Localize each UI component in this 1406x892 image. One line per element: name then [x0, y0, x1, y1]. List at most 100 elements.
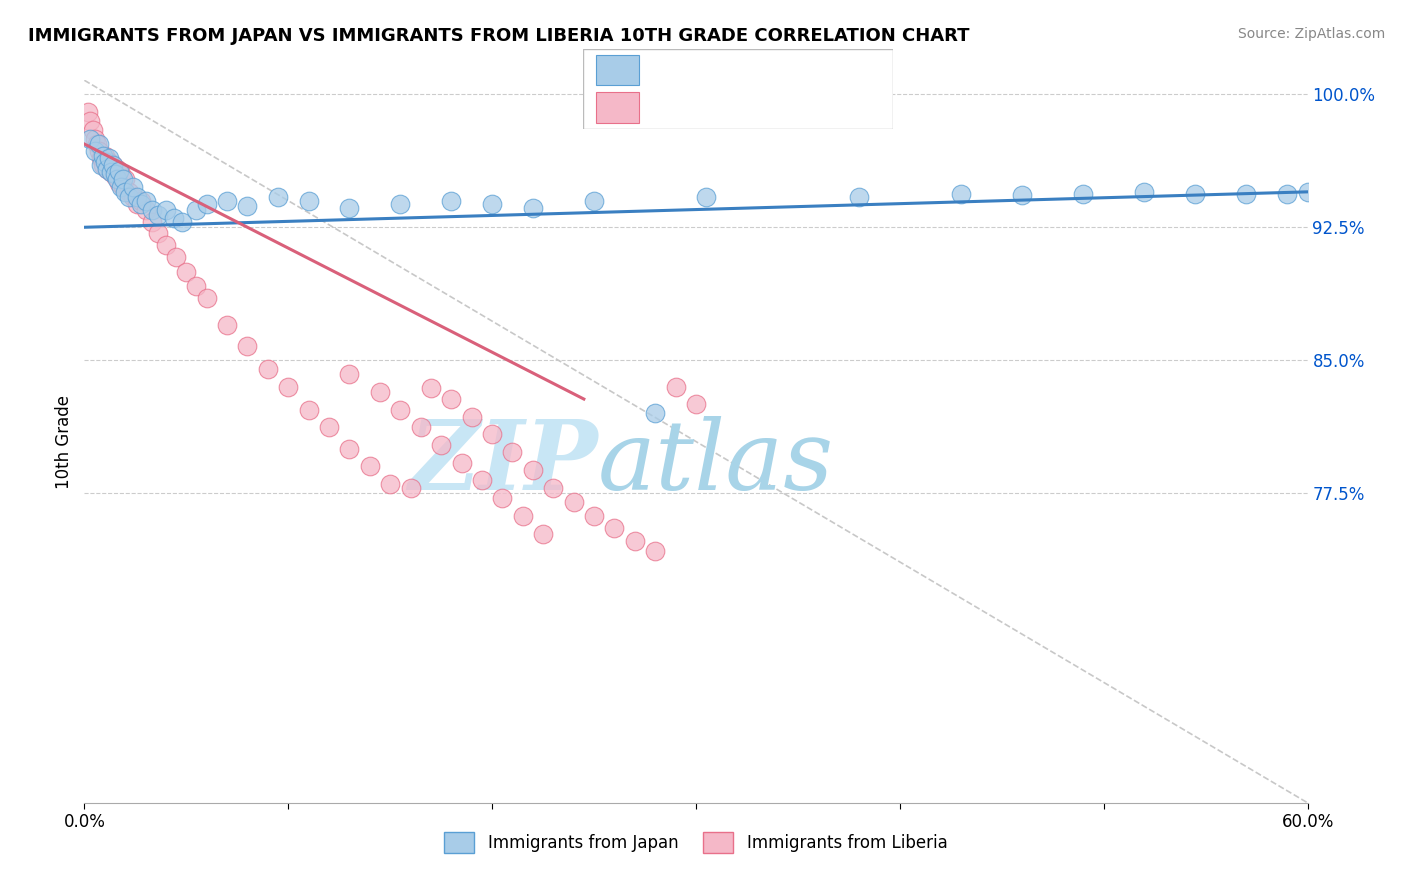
Point — [603, 521, 626, 535]
Point — [257, 362, 280, 376]
Point — [101, 158, 124, 172]
Point — [112, 179, 135, 194]
Point — [118, 185, 141, 199]
Point — [389, 197, 412, 211]
Point — [131, 197, 153, 211]
Point — [141, 215, 163, 229]
Point — [195, 291, 218, 305]
Point — [267, 190, 290, 204]
Point — [1133, 185, 1156, 199]
Point — [950, 186, 973, 201]
Point — [380, 477, 402, 491]
Point — [339, 368, 361, 382]
Text: N = 49: N = 49 — [779, 61, 837, 78]
Point — [97, 154, 120, 169]
Point — [174, 264, 197, 278]
Point — [91, 158, 114, 172]
Point — [298, 402, 321, 417]
Point — [155, 202, 177, 217]
Point — [108, 163, 131, 178]
Point — [165, 251, 187, 265]
Point — [172, 215, 194, 229]
Point — [624, 533, 647, 548]
Point — [122, 179, 145, 194]
Point — [1011, 188, 1033, 202]
Point — [96, 161, 118, 176]
Point — [848, 190, 870, 204]
Point — [685, 397, 707, 411]
Text: N = 65: N = 65 — [779, 99, 837, 117]
Point — [97, 151, 120, 165]
FancyBboxPatch shape — [583, 49, 893, 129]
Text: atlas: atlas — [598, 417, 834, 510]
Point — [1277, 186, 1299, 201]
Point — [277, 379, 299, 393]
Text: IMMIGRANTS FROM JAPAN VS IMMIGRANTS FROM LIBERIA 10TH GRADE CORRELATION CHART: IMMIGRANTS FROM JAPAN VS IMMIGRANTS FROM… — [28, 27, 970, 45]
Point — [146, 226, 169, 240]
Point — [155, 238, 177, 252]
Point — [481, 197, 503, 211]
Point — [186, 202, 208, 217]
Point — [114, 172, 136, 186]
Point — [644, 406, 666, 420]
Point — [135, 194, 157, 208]
Point — [665, 379, 688, 393]
Text: Source: ZipAtlas.com: Source: ZipAtlas.com — [1237, 27, 1385, 41]
Point — [104, 167, 127, 181]
FancyBboxPatch shape — [596, 54, 640, 86]
Point — [298, 194, 321, 208]
Point — [339, 442, 361, 456]
Point — [83, 144, 105, 158]
Point — [100, 165, 122, 179]
Point — [399, 481, 422, 495]
Point — [583, 508, 606, 523]
Point — [440, 392, 463, 406]
Point — [93, 149, 115, 163]
Point — [118, 190, 141, 204]
Point — [104, 169, 127, 183]
Point — [127, 190, 149, 204]
Point — [318, 420, 340, 434]
Point — [562, 494, 585, 508]
Point — [543, 481, 565, 495]
Point — [217, 194, 239, 208]
Point — [112, 172, 135, 186]
Point — [146, 208, 169, 222]
Point — [389, 402, 412, 417]
Point — [1236, 186, 1258, 201]
Point — [450, 456, 472, 470]
Point — [695, 190, 717, 204]
Point — [409, 420, 432, 434]
Point — [1073, 186, 1095, 201]
Point — [105, 161, 128, 176]
Point — [236, 339, 259, 353]
Point — [93, 154, 115, 169]
Legend: Immigrants from Japan, Immigrants from Liberia: Immigrants from Japan, Immigrants from L… — [437, 826, 955, 860]
Point — [91, 149, 114, 163]
Point — [1296, 185, 1319, 199]
Point — [77, 105, 100, 120]
FancyBboxPatch shape — [596, 93, 640, 123]
Text: R =: R = — [651, 99, 688, 117]
Point — [101, 158, 124, 172]
Point — [122, 190, 145, 204]
Point — [86, 136, 108, 151]
Point — [105, 172, 128, 186]
Point — [110, 167, 132, 181]
Point — [135, 202, 157, 217]
Text: -0.328: -0.328 — [702, 99, 755, 117]
Point — [359, 459, 381, 474]
Point — [368, 384, 391, 399]
Point — [87, 136, 110, 151]
Point — [217, 318, 239, 332]
Point — [522, 463, 544, 477]
Point — [471, 474, 494, 488]
Point — [141, 202, 163, 217]
Point — [512, 508, 534, 523]
Point — [1184, 186, 1206, 201]
Point — [100, 165, 122, 179]
Point — [502, 445, 524, 459]
Point — [114, 185, 136, 199]
Point — [87, 144, 110, 158]
Point — [186, 278, 208, 293]
